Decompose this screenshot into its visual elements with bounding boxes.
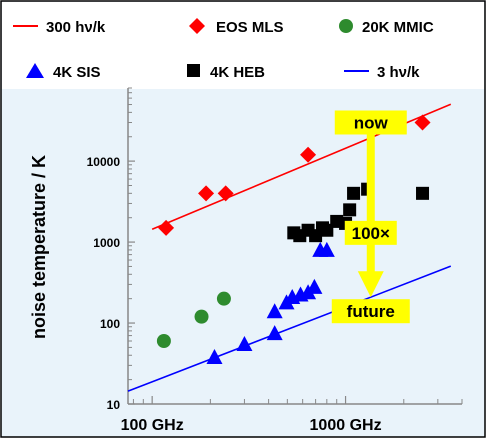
legend-background [2,2,484,89]
y-tick-label: 10 [107,398,121,412]
arrow-shaft [366,132,375,290]
legend-item-4k-sis: 4K SIS [26,63,101,81]
data-point-eos-mls [158,219,175,236]
legend-item-300-hv-k: 300 hν/k [13,19,106,36]
legend-label-4k-sis: 4K SIS [53,64,101,81]
x-tick-label: 100 GHz [121,417,184,434]
y-tick-label: 100 [100,317,120,331]
legend-label-3-hv-k: 3 hν/k [377,64,420,81]
data-point-20k-mmic [156,333,171,348]
legend-triangle-swatch [26,63,44,78]
legend-item-20k-mmic: 20K MMIC [339,19,434,36]
legend-item-4k-heb: 4K HEB [187,64,265,81]
arrow-head [357,271,384,298]
y-tick-label: 1000 [93,236,120,250]
y-axis-label: noise temperature / K [29,155,49,339]
legend-label-4k-heb: 4K HEB [210,64,265,81]
y-tick-label: 10000 [87,155,121,169]
annotation-now-box [334,110,407,135]
data-point-4k-heb [347,186,361,200]
data-point-eos-mls [300,146,317,163]
legend-diamond-swatch [189,18,205,34]
data-point-4k-sis [318,241,335,257]
data-point-4k-heb [320,223,334,237]
x-tick-label: 1000 GHz [310,417,382,434]
data-point-4k-heb [343,203,357,217]
legend-item-3-hv-k: 3 hν/k [344,64,420,81]
data-point-eos-mls [198,185,215,202]
legend-label-20k-mmic: 20K MMIC [362,19,434,36]
annotation-now-text: now [354,113,389,132]
legend-circle-swatch [339,19,353,33]
data-point-20k-mmic [194,309,209,324]
annotation-100x-box [344,220,397,245]
data-point-4k-sis [206,349,223,365]
annotations: now 100× future [331,110,410,324]
annotation-future-box [331,299,410,324]
legend-label-300-hv-k: 300 hν/k [46,19,106,36]
data-point-20k-mmic [216,291,231,306]
data-point-eos-mls [414,114,431,131]
annotation-100x-text: 100× [352,224,390,243]
data-point-4k-sis [266,303,283,319]
legend-label-eos-mls: EOS MLS [216,19,284,36]
annotation-future-text: future [347,302,395,321]
data-point-eos-mls [217,185,234,202]
axis-ticks [128,87,463,405]
series-line-3-h-k [127,265,452,392]
data-point-4k-sis [266,325,283,341]
tick-labels: 10 100 1000 10000 100 GHz 1000 GHz [87,155,382,434]
legend-item-eos-mls: EOS MLS [189,18,284,36]
data-markers [156,114,431,365]
legend-square-swatch [187,64,200,77]
data-point-4k-sis [236,336,253,352]
data-point-4k-heb [416,186,430,200]
data-point-4k-sis [306,278,323,294]
